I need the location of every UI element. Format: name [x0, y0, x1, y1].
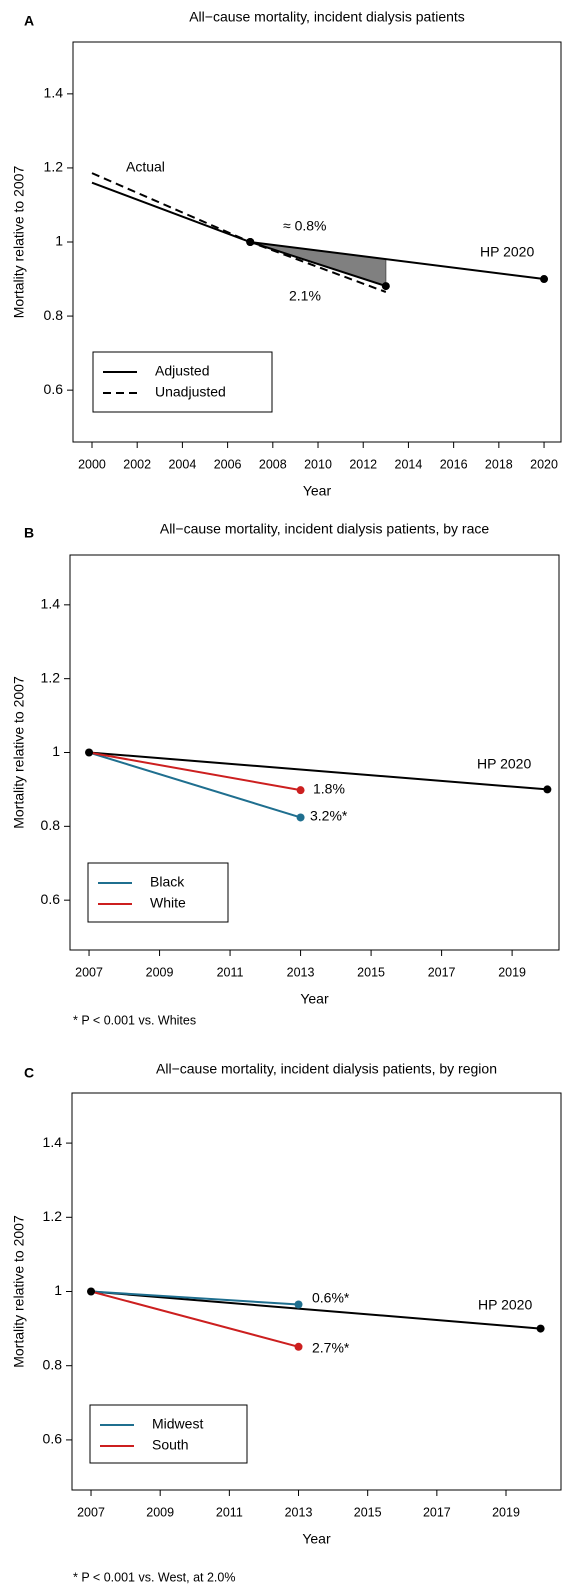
y-tick-label: 1.4: [41, 596, 61, 612]
y-tick-label: 1: [52, 743, 60, 759]
x-tick-label: 2007: [75, 965, 103, 979]
annotation: HP 2020: [478, 1297, 532, 1313]
x-tick-label: 2011: [217, 965, 244, 979]
x-tick-label: 2017: [428, 965, 456, 979]
footnote: * P < 0.001 vs. West, at 2.0%: [73, 1570, 235, 1584]
annotation: 2.7%*: [312, 1340, 350, 1356]
series-line: [88, 751, 301, 819]
x-tick-label: 2011: [216, 1505, 243, 1519]
annotation: 1.8%: [313, 781, 345, 797]
legend-label: Midwest: [152, 1416, 203, 1432]
x-tick-label: 2014: [395, 457, 423, 471]
y-axis-label: Mortality relative to 2007: [11, 166, 27, 319]
legend-label: Unadjusted: [155, 384, 226, 400]
series-line: [90, 1290, 299, 1306]
series-line: [88, 751, 301, 792]
legend-box: [89, 1404, 248, 1464]
point: [536, 1324, 545, 1333]
series-line: [250, 241, 545, 281]
chart-title: All−cause mortality, incident dialysis p…: [160, 521, 489, 537]
y-tick-label: 0.8: [41, 817, 61, 833]
x-tick-label: 2020: [530, 457, 558, 471]
x-tick-label: 2019: [498, 965, 526, 979]
series-line: [88, 751, 548, 791]
series-line: [90, 1290, 541, 1330]
x-tick-label: 2008: [259, 457, 287, 471]
x-axis-label: Year: [303, 483, 332, 499]
x-tick-label: 2017: [423, 1505, 451, 1519]
annotation: 0.6%*: [312, 1290, 350, 1306]
y-tick-label: 1.4: [44, 85, 64, 101]
x-tick-label: 2015: [357, 965, 385, 979]
annotation: 3.2%*: [310, 808, 348, 824]
chart-title: All−cause mortality, incident dialysis p…: [156, 1061, 497, 1077]
point: [294, 1300, 303, 1309]
y-tick-label: 1: [55, 233, 63, 249]
y-tick-label: 1.4: [43, 1134, 63, 1150]
point: [540, 275, 549, 284]
point: [87, 1287, 96, 1296]
x-tick-label: 2019: [492, 1505, 520, 1519]
point: [294, 1342, 303, 1351]
chart-title: All−cause mortality, incident dialysis p…: [189, 9, 465, 25]
series-line: [91, 172, 387, 293]
panel-label: A: [24, 13, 34, 29]
x-tick-label: 2006: [214, 457, 242, 471]
footnote: * P < 0.001 vs. Whites: [73, 1013, 196, 1027]
x-axis-label: Year: [302, 1531, 331, 1547]
y-tick-label: 1.2: [44, 159, 64, 175]
x-tick-label: 2010: [304, 457, 332, 471]
legend-box: [92, 351, 273, 413]
x-axis-label: Year: [300, 991, 329, 1007]
x-tick-label: 2018: [485, 457, 513, 471]
y-tick-label: 0.6: [41, 891, 61, 907]
legend-label: Black: [150, 874, 185, 890]
x-tick-label: 2007: [77, 1505, 105, 1519]
x-tick-label: 2012: [349, 457, 377, 471]
legend-label: South: [152, 1437, 189, 1453]
series-line: [90, 1290, 299, 1348]
x-tick-label: 2016: [440, 457, 468, 471]
x-tick-label: 2002: [123, 457, 151, 471]
x-tick-label: 2013: [285, 1505, 313, 1519]
y-tick-label: 1: [54, 1282, 62, 1298]
annotation: HP 2020: [480, 244, 534, 260]
annotation: Actual: [126, 159, 165, 175]
x-tick-label: 2009: [146, 965, 174, 979]
y-tick-label: 0.8: [43, 1356, 63, 1372]
annotation: ≈ 0.8%: [283, 218, 326, 234]
y-axis-label: Mortality relative to 2007: [11, 1215, 27, 1368]
point: [246, 238, 255, 246]
y-tick-label: 1.2: [41, 669, 61, 685]
y-tick-label: 1.2: [43, 1208, 63, 1224]
x-tick-label: 2013: [287, 965, 315, 979]
annotation: 2.1%: [289, 288, 321, 304]
point: [543, 785, 552, 794]
panel-label: B: [24, 525, 34, 541]
y-tick-label: 0.6: [44, 381, 64, 397]
legend-label: Adjusted: [155, 363, 209, 379]
y-tick-label: 0.8: [44, 307, 64, 323]
point: [296, 813, 305, 822]
y-tick-label: 0.6: [43, 1431, 63, 1447]
legend-label: White: [150, 895, 186, 911]
annotation: HP 2020: [477, 756, 531, 772]
panel-label: C: [24, 1065, 34, 1081]
y-axis-label: Mortality relative to 2007: [11, 676, 27, 829]
point: [85, 748, 94, 757]
point: [381, 282, 390, 291]
x-tick-label: 2004: [168, 457, 196, 471]
x-tick-label: 2000: [78, 457, 106, 471]
point: [296, 786, 305, 795]
x-tick-label: 2015: [354, 1505, 382, 1519]
legend-box: [87, 862, 229, 923]
x-tick-label: 2009: [146, 1505, 174, 1519]
